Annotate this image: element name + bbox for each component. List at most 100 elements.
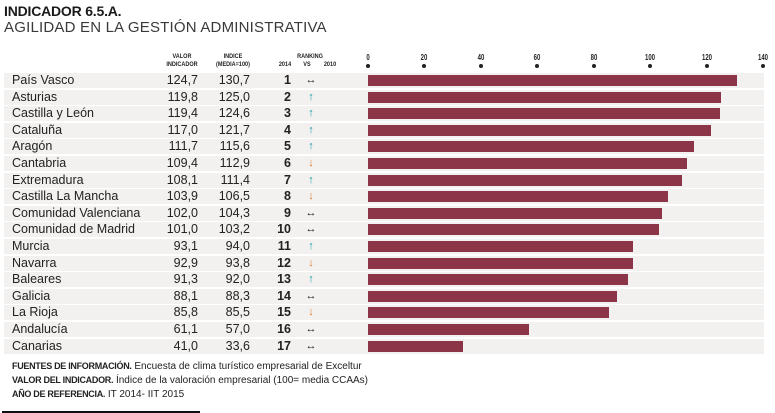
- ranking-2010-header: 2010: [323, 61, 337, 68]
- table-row: País Vasco 124,7 130,7 1 ↔: [4, 73, 764, 88]
- indice-value: 88,3: [225, 288, 250, 303]
- table-row: Comunidad Valenciana 102,0 104,3 9 ↔: [4, 205, 764, 221]
- indice-value: 115,6: [219, 139, 250, 154]
- table-row: Baleares 91,3 92,0 13 ↑: [4, 272, 764, 288]
- rank-2014: 12: [277, 255, 291, 270]
- rank-2014: 2: [284, 89, 291, 104]
- trend-same-icon: ↔: [305, 74, 317, 86]
- table-row: La Rioja 85,8 85,5 15 ↓: [4, 305, 764, 321]
- valor-indicador: 109,4: [166, 156, 198, 170]
- table-row: Murcia 93,1 94,0 11 ↑: [4, 239, 764, 254]
- rank-2014: 5: [284, 139, 291, 154]
- x-tick-label: 60: [533, 53, 541, 62]
- x-tick-label: 120: [701, 53, 712, 62]
- indice-value: 121,7: [218, 122, 250, 137]
- bar: [368, 174, 683, 186]
- valor-indicador: 119,8: [167, 89, 198, 104]
- region-name: Aragón: [12, 139, 53, 154]
- indice-value: 130,7: [218, 73, 250, 87]
- bar: [368, 124, 712, 136]
- indice-value: 92,0: [225, 272, 250, 287]
- bar: [368, 241, 634, 252]
- x-tick-label: 140: [757, 53, 769, 62]
- trend-same-icon: ↔: [305, 289, 317, 302]
- bar: [368, 108, 720, 120]
- indice-header-line2: (MEDIA=100): [216, 61, 250, 68]
- valor-indicador: 88,1: [173, 288, 198, 303]
- valor-text: Índice de la valoración empresarial (100…: [113, 375, 369, 386]
- valor-indicador: 41,0: [173, 338, 198, 353]
- trend-up-icon: ↑: [308, 240, 314, 252]
- region-name: Castilla La Mancha: [12, 189, 119, 204]
- region-name: Cataluña: [12, 122, 63, 137]
- trend-up-icon: ↑: [308, 273, 314, 286]
- trend-up-icon: ↑: [308, 173, 314, 186]
- bar: [368, 224, 660, 236]
- region-name: Castilla y León: [12, 106, 94, 121]
- bar: [368, 158, 687, 169]
- x-tick-label: 40: [477, 53, 485, 62]
- indice-column-header: INDICE (MEDIA=100): [212, 53, 255, 69]
- region-name: Murcia: [12, 239, 50, 253]
- region-name: Asturias: [12, 89, 58, 104]
- trend-down-icon: ↓: [308, 190, 314, 203]
- bar: [368, 141, 695, 153]
- ranking-header: RANKING: [297, 53, 323, 60]
- indice-header-line1: INDICE: [223, 53, 243, 60]
- trend-same-icon: ↔: [305, 339, 317, 352]
- rank-2014: 8: [284, 189, 291, 204]
- valor-indicador: 101,0: [166, 222, 198, 237]
- valor-indicador: 117,0: [167, 122, 198, 137]
- indice-value: 85,5: [225, 305, 250, 320]
- valor-indicador: 119,4: [167, 106, 198, 121]
- x-tick-mark: [535, 64, 540, 68]
- fuentes-text: Encuesta de clima turístico empresarial …: [131, 361, 362, 372]
- trend-up-icon: ↑: [308, 140, 314, 153]
- bar: [368, 274, 628, 286]
- indicator-title: INDICADOR 6.5.A.: [4, 3, 122, 19]
- region-name: Comunidad de Madrid: [12, 222, 135, 237]
- ranking-2014-header: 2014: [278, 61, 292, 68]
- trend-up-icon: ↑: [308, 90, 314, 103]
- x-tick-mark: [422, 64, 427, 68]
- table-row: Comunidad de Madrid 101,0 103,2 10 ↔: [4, 222, 764, 238]
- bar: [368, 207, 663, 219]
- indice-value: 111,4: [220, 172, 250, 187]
- x-tick-label: 100: [645, 53, 656, 62]
- rank-2014: 6: [284, 156, 291, 170]
- rank-2014: 7: [284, 172, 291, 187]
- anio-text: IT 2014- IIT 2015: [105, 389, 185, 400]
- indice-value: 94,0: [225, 239, 250, 253]
- footer-anio: AÑO DE REFERENCIA. IT 2014- IIT 2015: [12, 389, 184, 400]
- region-name: Canarias: [12, 338, 63, 353]
- indice-value: 103,2: [218, 222, 250, 237]
- valor-indicador: 61,1: [173, 322, 198, 336]
- valor-header-line1: VALOR: [172, 53, 192, 60]
- table-row: Navarra 92,9 93,8 12 ↓: [4, 255, 764, 271]
- indice-value: 104,3: [218, 205, 250, 220]
- region-name: País Vasco: [12, 73, 75, 87]
- trend-up-icon: ↑: [308, 107, 314, 120]
- valor-indicador: 85,8: [173, 305, 198, 320]
- rank-2014: 13: [277, 272, 291, 287]
- indice-value: 33,6: [225, 338, 250, 353]
- rank-2014: 14: [277, 288, 291, 303]
- table-row: Andalucía 61,1 57,0 16 ↔: [4, 322, 764, 337]
- trend-same-icon: ↔: [305, 206, 317, 219]
- trend-same-icon: ↔: [305, 223, 317, 236]
- x-tick-mark: [591, 64, 596, 68]
- bar: [368, 257, 633, 269]
- valor-indicador: 111,7: [168, 139, 198, 154]
- indice-value: 112,9: [219, 156, 250, 170]
- trend-down-icon: ↓: [308, 157, 314, 169]
- rank-2014: 15: [277, 305, 291, 320]
- rank-2014: 10: [277, 222, 291, 237]
- bar: [368, 91, 721, 103]
- table-row: Aragón 111,7 115,6 5 ↑: [4, 139, 764, 155]
- bar: [368, 75, 737, 86]
- x-tick-label: 0: [366, 53, 370, 62]
- bar: [368, 324, 529, 335]
- region-name: La Rioja: [12, 305, 58, 320]
- x-tick-mark: [478, 64, 483, 68]
- indice-value: 106,5: [218, 189, 250, 204]
